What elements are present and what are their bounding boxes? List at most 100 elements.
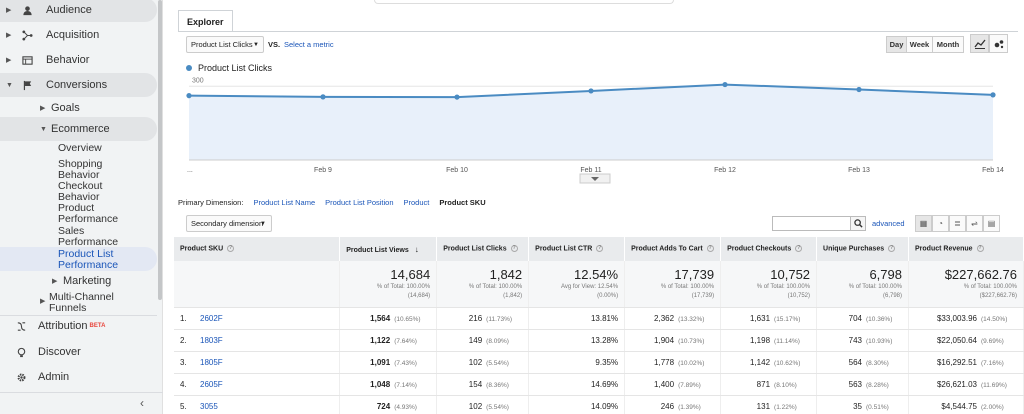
comparison-view-icon[interactable]: ⇌ — [966, 215, 983, 232]
cell-percent: (7.89%) — [678, 381, 701, 389]
col-product-list-clicks[interactable]: Product List Clicks? — [436, 237, 530, 261]
nav-product-performance-2[interactable]: Performance — [58, 213, 119, 225]
help-icon[interactable]: ? — [510, 245, 518, 253]
performance-view-icon[interactable]: ≣ — [949, 215, 966, 232]
nav-discover[interactable]: Discover — [0, 340, 81, 364]
nav-mcf-1[interactable]: Multi-Channel — [49, 291, 114, 303]
motion-chart-toggle[interactable] — [989, 34, 1008, 53]
table-row: 1. 2602F 1,564 (10.65%) 216 (11.73%) 13.81% 2,3… — [174, 307, 1024, 330]
collapse-chevron-icon[interactable]: ‹ — [140, 396, 144, 410]
cell-value: 1,198 — [750, 335, 771, 345]
nav-admin[interactable]: Admin — [0, 365, 69, 389]
nav-product-performance-1[interactable]: Product — [58, 202, 95, 214]
cell-value: $4,544.75 — [941, 401, 977, 411]
nav-audience[interactable]: ▶ Audience — [0, 0, 157, 22]
cell-purchases: 563 (8.28%) — [816, 373, 909, 396]
cell-value: 564 — [848, 357, 862, 367]
month-button[interactable]: Month — [932, 36, 964, 53]
nav-attribution[interactable]: Attribution BETA — [0, 314, 105, 338]
week-button[interactable]: Week — [906, 36, 933, 53]
nav-shopping-behavior-2[interactable]: Behavior — [58, 169, 100, 181]
nav-conversions[interactable]: ▼ Conversions — [0, 73, 157, 97]
col-product-sku[interactable]: Product SKU? — [174, 237, 341, 261]
total-sub: ($227,662.76) — [979, 293, 1017, 299]
cell-percent: (8.09%) — [486, 337, 509, 345]
cell-value: $26,621.03 — [936, 379, 977, 389]
nav-sales-performance-1[interactable]: Sales — [58, 225, 85, 237]
total-revenue: $227,662.76 % of Total: 100.00% ($227,662.… — [908, 261, 1024, 308]
table-search-input[interactable] — [772, 216, 852, 231]
cell-percent: (13.32%) — [678, 315, 705, 323]
total-sub: Avg for View: 12.54% — [560, 284, 619, 290]
table-row: 2. 1803F 1,122 (7.64%) 149 (8.09%) 13.28% 1,904… — [174, 329, 1024, 352]
sku-link[interactable]: 2602F — [200, 313, 223, 323]
total-sub: (10,752) — [787, 293, 811, 299]
tab-explorer[interactable]: Explorer — [178, 10, 233, 32]
nav-conversions-label: Conversions — [46, 79, 108, 91]
help-icon[interactable]: ? — [976, 245, 984, 253]
dim-product[interactable]: Product — [403, 198, 430, 207]
nav-goals[interactable]: ▶ Goals — [0, 96, 80, 120]
data-table-view-icon[interactable]: ▦ — [915, 215, 932, 232]
help-icon[interactable]: ? — [596, 245, 604, 253]
col-header-label: Product List CTR — [535, 245, 593, 253]
nav-overview[interactable]: Overview — [58, 142, 102, 154]
line-chart-toggle[interactable] — [970, 34, 989, 53]
nav-checkout-behavior-2[interactable]: Behavior — [58, 191, 100, 203]
sort-arrow-down-icon: ↓ — [414, 244, 419, 254]
day-button[interactable]: Day — [886, 36, 907, 53]
dim-product-list-name[interactable]: Product List Name — [253, 198, 316, 207]
person-icon — [20, 3, 34, 17]
secondary-dimension-select[interactable]: Secondary dimension ▼ — [186, 215, 272, 232]
nav-behavior[interactable]: ▶ Behavior — [0, 48, 89, 72]
cell-value: 102 — [468, 357, 483, 367]
nav-checkout-behavior-1[interactable]: Checkout — [58, 180, 103, 192]
help-icon[interactable]: ? — [888, 245, 896, 253]
help-icon[interactable]: ? — [227, 245, 235, 253]
nav-product-list-performance[interactable]: Product List Performance — [0, 247, 157, 271]
nav-shopping-behavior-1[interactable]: Shopping — [58, 158, 103, 170]
sku-link[interactable]: 1805F — [200, 357, 223, 367]
cell-percent: (5.54%) — [486, 359, 509, 367]
pie-view-icon[interactable]: ◔ — [932, 215, 949, 232]
search-icon[interactable] — [850, 216, 866, 231]
pivot-view-icon[interactable]: ▤ — [983, 215, 1000, 232]
nav-mcf-2[interactable]: Funnels — [49, 302, 87, 314]
data-point — [588, 88, 594, 94]
caret-right-icon: ▶ — [52, 278, 58, 285]
col-unique-purchases[interactable]: Unique Purchases? — [816, 237, 909, 261]
help-icon[interactable]: ? — [706, 245, 714, 253]
data-table: Product SKU? Product List Views ↓ Product… — [174, 237, 1024, 414]
help-icon[interactable]: ? — [795, 245, 803, 253]
nav-marketing-label: Marketing — [63, 275, 112, 287]
nav-sales-performance-2[interactable]: Performance — [58, 236, 119, 248]
col-product-adds-to-cart[interactable]: Product Adds To Cart? — [624, 237, 722, 261]
cell-sku: 1. 2602F — [174, 307, 341, 330]
total-sub: (0.00%) — [597, 293, 619, 299]
table-row: 4. 2605F 1,048 (7.14%) 154 (8.36%) 14.69% 1,400… — [174, 373, 1024, 396]
total-sub: % of Total: 100.00% — [660, 284, 715, 290]
sku-link[interactable]: 1803F — [200, 335, 223, 345]
nav-acquisition[interactable]: ▶ Acquisition — [0, 23, 99, 47]
attribution-icon — [14, 319, 28, 333]
secondary-dimension-label: Secondary dimension — [191, 219, 264, 228]
nav-marketing[interactable]: ▶ Marketing — [0, 269, 111, 293]
sku-link[interactable]: 2605F — [200, 379, 223, 389]
caret-right-icon: ▶ — [6, 7, 12, 14]
metric-select[interactable]: Product List Clicks ▼ — [186, 36, 264, 53]
col-product-checkouts[interactable]: Product Checkouts? — [720, 237, 818, 261]
advanced-filter-link[interactable]: advanced — [872, 219, 905, 228]
cell-value: 1,778 — [654, 357, 675, 367]
table-row: 5. 3055 724 (4.93%) 102 (5.54%) 14.09% 246 (1.39… — [174, 395, 1024, 414]
select-metric-link[interactable]: Select a metric — [284, 40, 334, 49]
sidebar-scrollbar[interactable] — [158, 0, 162, 300]
cell-percent: (8.10%) — [774, 381, 797, 389]
nav-ecommerce[interactable]: ▼ Ecommerce — [0, 117, 157, 141]
total-value: 6,798 — [869, 267, 902, 282]
col-product-list-ctr[interactable]: Product List CTR? — [528, 237, 626, 261]
dim-product-list-position[interactable]: Product List Position — [325, 198, 394, 207]
sku-link[interactable]: 3055 — [200, 401, 218, 411]
col-product-revenue[interactable]: Product Revenue? — [908, 237, 1024, 261]
cell-ctr: 14.09% — [528, 395, 626, 414]
col-product-list-views[interactable]: Product List Views ↓ — [339, 237, 438, 261]
